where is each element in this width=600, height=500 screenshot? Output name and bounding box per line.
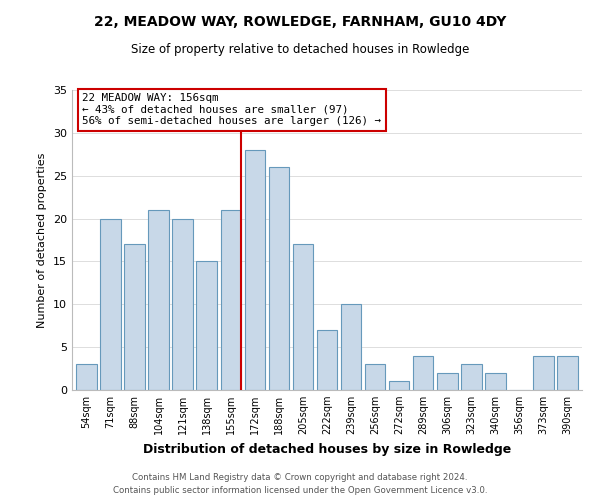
Text: Contains HM Land Registry data © Crown copyright and database right 2024.: Contains HM Land Registry data © Crown c… — [132, 472, 468, 482]
Bar — [221, 210, 241, 390]
Bar — [76, 364, 97, 390]
Bar — [172, 218, 193, 390]
Bar — [365, 364, 385, 390]
Y-axis label: Number of detached properties: Number of detached properties — [37, 152, 47, 328]
Bar — [100, 218, 121, 390]
Bar — [124, 244, 145, 390]
Bar — [533, 356, 554, 390]
Text: Size of property relative to detached houses in Rowledge: Size of property relative to detached ho… — [131, 42, 469, 56]
Bar — [148, 210, 169, 390]
X-axis label: Distribution of detached houses by size in Rowledge: Distribution of detached houses by size … — [143, 442, 511, 456]
Bar — [245, 150, 265, 390]
Text: 22, MEADOW WAY, ROWLEDGE, FARNHAM, GU10 4DY: 22, MEADOW WAY, ROWLEDGE, FARNHAM, GU10 … — [94, 15, 506, 29]
Bar — [485, 373, 506, 390]
Bar — [437, 373, 458, 390]
Text: 22 MEADOW WAY: 156sqm
← 43% of detached houses are smaller (97)
56% of semi-deta: 22 MEADOW WAY: 156sqm ← 43% of detached … — [82, 93, 381, 126]
Bar — [389, 382, 409, 390]
Bar — [269, 167, 289, 390]
Bar — [317, 330, 337, 390]
Bar — [461, 364, 482, 390]
Bar — [341, 304, 361, 390]
Bar — [196, 262, 217, 390]
Bar — [293, 244, 313, 390]
Bar — [557, 356, 578, 390]
Text: Contains public sector information licensed under the Open Government Licence v3: Contains public sector information licen… — [113, 486, 487, 495]
Bar — [413, 356, 433, 390]
